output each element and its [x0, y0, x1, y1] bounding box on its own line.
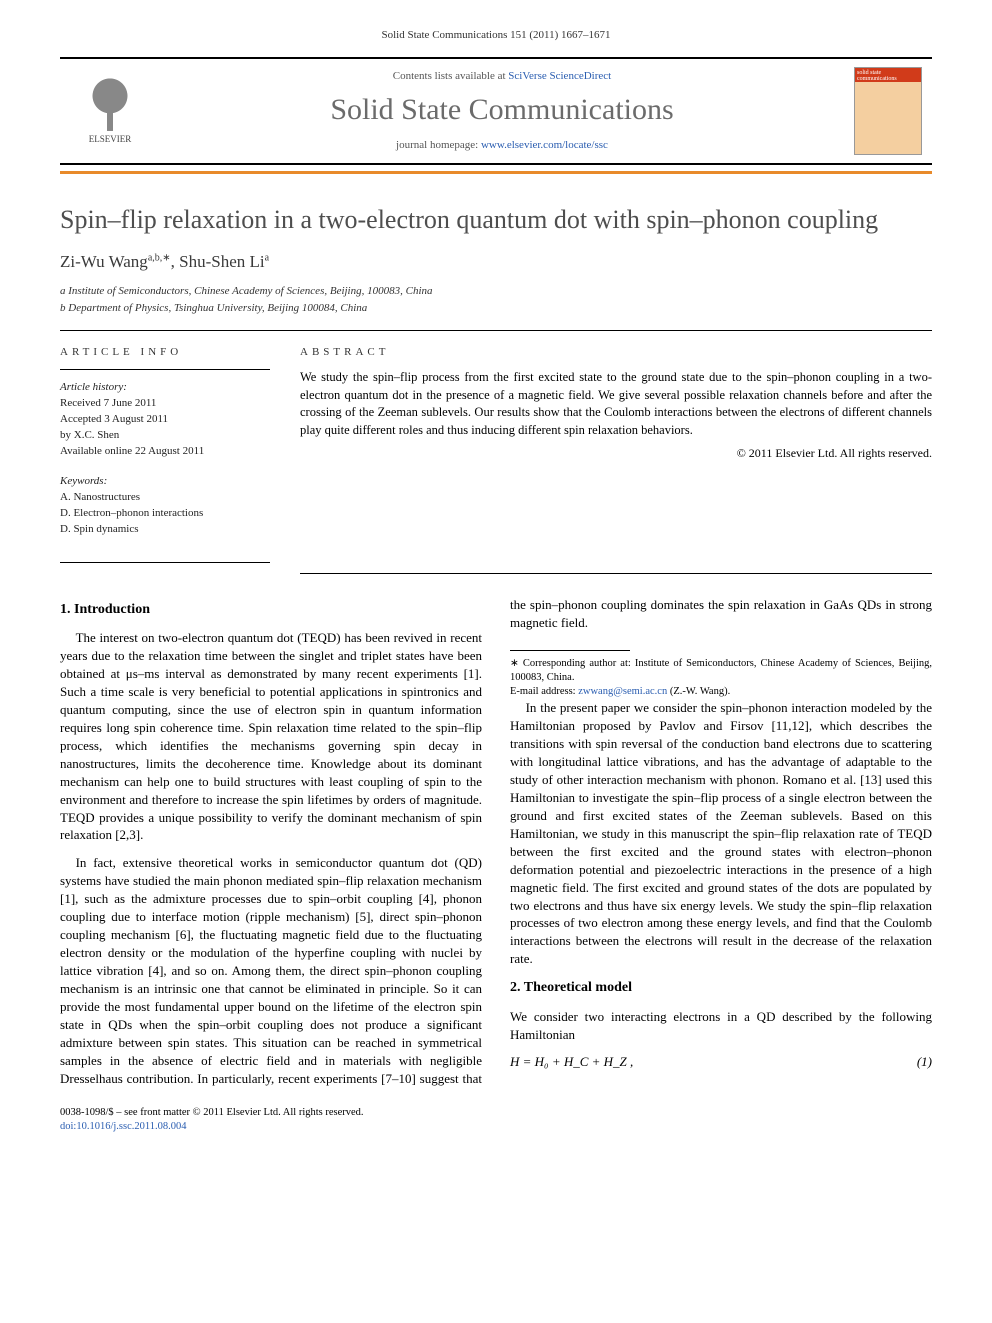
doi-link[interactable]: doi:10.1016/j.ssc.2011.08.004: [60, 1121, 187, 1132]
history-label: Article history:: [60, 380, 270, 396]
header-center: Contents lists available at SciVerse Sci…: [150, 69, 854, 153]
contents-available-line: Contents lists available at SciVerse Sci…: [150, 69, 854, 84]
history-editor: by X.C. Shen: [60, 428, 270, 444]
elsevier-tree-icon: [85, 77, 135, 131]
article-title: Spin–flip relaxation in a two-electron q…: [60, 202, 932, 237]
journal-cover-thumb: solid state communications: [854, 67, 922, 155]
affiliation-a: a Institute of Semiconductors, Chinese A…: [60, 284, 932, 299]
journal-header: ELSEVIER Contents lists available at Sci…: [60, 57, 932, 165]
authors-line: Zi-Wu Wanga,b,∗, Shu-Shen Lia: [60, 251, 932, 274]
affiliation-b: b Department of Physics, Tsinghua Univer…: [60, 301, 932, 316]
sciencedirect-link[interactable]: SciVerse ScienceDirect: [508, 70, 611, 82]
body-two-column: 1. Introduction The interest on two-elec…: [60, 596, 932, 1088]
email-label: E-mail address:: [510, 686, 578, 697]
journal-name: Solid State Communications: [150, 90, 854, 131]
abstract-label: ABSTRACT: [300, 345, 932, 360]
keyword-2: D. Electron–phonon interactions: [60, 506, 270, 522]
abstract-bottom-rule: [300, 573, 932, 574]
equation-1: H = H₀ + H_C + H_Z , (1): [510, 1053, 932, 1071]
front-matter-line: 0038-1098/$ – see front matter © 2011 El…: [60, 1106, 932, 1121]
homepage-prefix: journal homepage:: [396, 139, 481, 151]
page-footer: 0038-1098/$ – see front matter © 2011 El…: [60, 1106, 932, 1135]
history-received: Received 7 June 2011: [60, 396, 270, 412]
article-info-column: ARTICLE INFO Article history: Received 7…: [60, 345, 270, 552]
model-para-1: We consider two interacting electrons in…: [510, 1008, 932, 1044]
author-2: Shu-Shen Li: [179, 252, 264, 271]
email-line: E-mail address: zwwang@semi.ac.cn (Z.-W.…: [510, 685, 932, 699]
keyword-3: D. Spin dynamics: [60, 522, 270, 538]
corresponding-author-note: ∗ Corresponding author at: Institute of …: [510, 657, 932, 685]
eq1-number: (1): [917, 1053, 932, 1071]
publisher-name: ELSEVIER: [89, 133, 132, 145]
history-online: Available online 22 August 2011: [60, 444, 270, 460]
history-accepted: Accepted 3 August 2011: [60, 412, 270, 428]
intro-heading: 1. Introduction: [60, 600, 482, 619]
footnote-separator: [510, 650, 630, 651]
author-1: Zi-Wu Wang: [60, 252, 148, 271]
article-info-label: ARTICLE INFO: [60, 345, 270, 360]
intro-para-3: In the present paper we consider the spi…: [510, 699, 932, 968]
info-rule-2: [60, 562, 270, 563]
author-1-marks: a,b,∗: [148, 252, 171, 263]
abstract-copyright: © 2011 Elsevier Ltd. All rights reserved…: [300, 445, 932, 461]
intro-para-1: The interest on two-electron quantum dot…: [60, 629, 482, 844]
eq1-body: H = H₀ + H_C + H_Z ,: [510, 1053, 633, 1071]
keywords-label: Keywords:: [60, 474, 270, 490]
publisher-logo: ELSEVIER: [70, 77, 150, 145]
keywords-block: Keywords: A. Nanostructures D. Electron–…: [60, 474, 270, 538]
contents-prefix: Contents lists available at: [393, 70, 508, 82]
keyword-1: A. Nanostructures: [60, 490, 270, 506]
homepage-link[interactable]: www.elsevier.com/locate/ssc: [481, 139, 608, 151]
author-2-marks: a: [265, 252, 269, 263]
rule-above-info: [60, 330, 932, 331]
footnotes: ∗ Corresponding author at: Institute of …: [510, 657, 932, 700]
email-who: (Z.-W. Wang).: [667, 686, 730, 697]
info-abstract-row: ARTICLE INFO Article history: Received 7…: [60, 345, 932, 552]
info-rule-1: [60, 369, 270, 370]
abstract-column: ABSTRACT We study the spin–flip process …: [300, 345, 932, 552]
orange-accent-bar: [60, 171, 932, 174]
running-head: Solid State Communications 151 (2011) 16…: [60, 28, 932, 43]
homepage-line: journal homepage: www.elsevier.com/locat…: [150, 138, 854, 153]
abstract-text: We study the spin–flip process from the …: [300, 369, 932, 439]
model-heading: 2. Theoretical model: [510, 978, 932, 997]
article-history: Article history: Received 7 June 2011 Ac…: [60, 380, 270, 460]
email-link[interactable]: zwwang@semi.ac.cn: [578, 686, 667, 697]
